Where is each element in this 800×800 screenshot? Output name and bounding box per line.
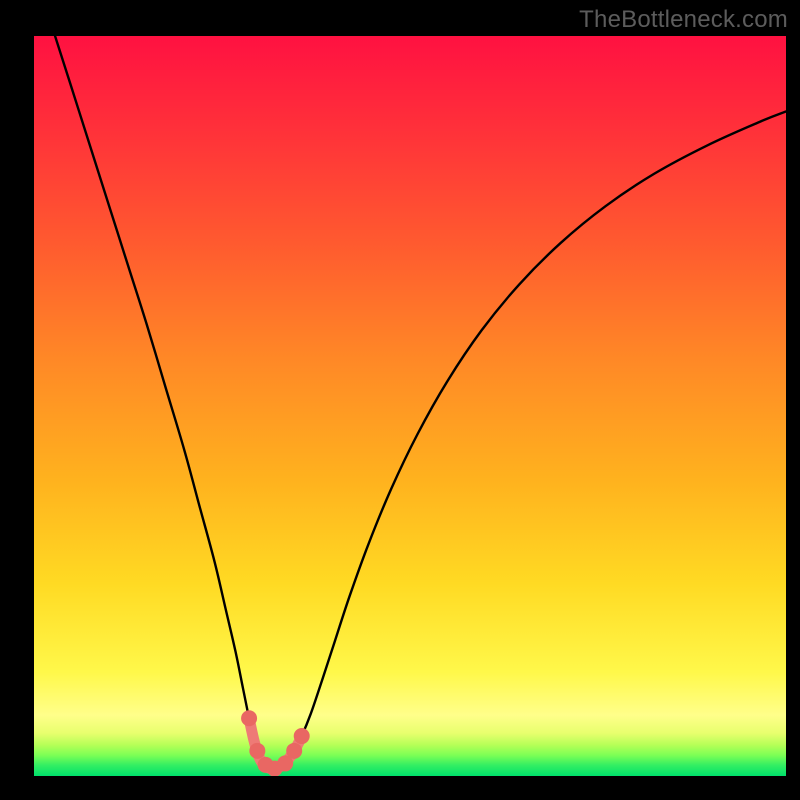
optimal-point-marker	[294, 728, 310, 744]
optimal-point-marker	[249, 743, 265, 759]
chart-background	[34, 36, 786, 776]
optimal-point-marker	[241, 710, 257, 726]
watermark-text: TheBottleneck.com	[579, 6, 788, 34]
bottleneck-chart	[34, 36, 786, 776]
optimal-point-marker	[286, 743, 302, 759]
